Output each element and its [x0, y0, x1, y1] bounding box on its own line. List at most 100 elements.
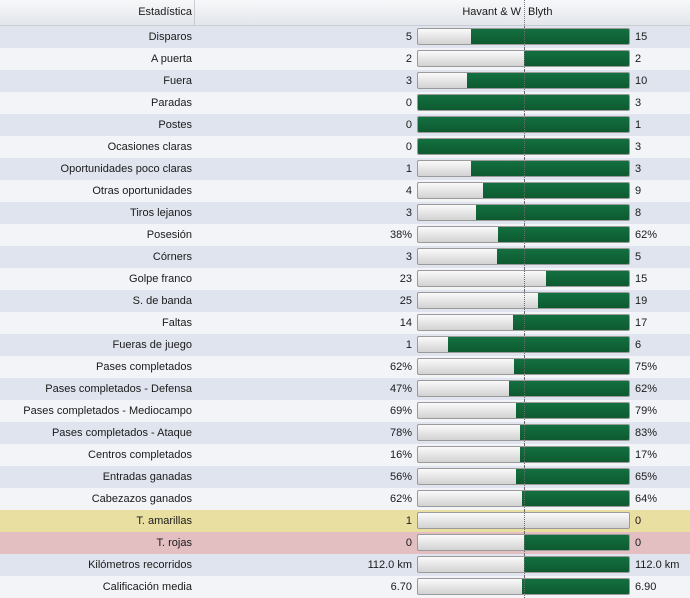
away-share-fill	[513, 359, 629, 374]
center-divider	[524, 202, 525, 224]
stat-label: Disparos	[148, 31, 192, 43]
center-divider	[524, 576, 525, 598]
away-value: 15	[635, 31, 648, 43]
away-value: 8	[635, 207, 642, 219]
stat-row: Tiros lejanos 3 8	[0, 202, 690, 224]
away-share-fill	[498, 227, 629, 242]
home-value: 2	[405, 53, 412, 65]
stat-column-header[interactable]: Estadística	[0, 0, 195, 25]
stat-row: Postes 0 1	[0, 114, 690, 136]
home-value: 1	[405, 339, 412, 351]
home-team-header[interactable]: Havant & W	[462, 6, 521, 18]
stat-row: T. rojas 0 0	[0, 532, 690, 554]
stat-label: Entradas ganadas	[102, 471, 192, 483]
away-share-fill	[466, 73, 629, 88]
comparison-bar	[417, 138, 630, 155]
home-value: 0	[405, 537, 412, 549]
stat-label: A puerta	[151, 53, 192, 65]
stat-label: Oportunidades poco claras	[60, 163, 192, 175]
comparison-bar	[417, 204, 630, 221]
away-share-fill	[520, 447, 629, 462]
comparison-bar	[417, 402, 630, 419]
comparison-bar	[417, 468, 630, 485]
away-value: 3	[635, 141, 642, 153]
stat-row: A puerta 2 2	[0, 48, 690, 70]
stat-label: Pases completados - Defensa	[45, 383, 192, 395]
stat-row: Córners 3 5	[0, 246, 690, 268]
center-divider	[524, 510, 525, 532]
away-share-fill	[470, 161, 629, 176]
stat-label: T. amarillas	[136, 515, 192, 527]
home-value: 56%	[389, 471, 412, 483]
stat-row: Fuera 3 10	[0, 70, 690, 92]
away-share-fill	[537, 293, 629, 308]
away-value: 17%	[635, 449, 658, 461]
stat-label: Cabezazos ganados	[91, 493, 192, 505]
away-share-fill	[470, 29, 629, 44]
away-value: 0	[635, 515, 642, 527]
comparison-bar	[417, 358, 630, 375]
center-divider	[524, 422, 525, 444]
stat-row: Golpe franco 23 15	[0, 268, 690, 290]
center-divider	[524, 180, 525, 202]
stat-row: Posesión 38% 62%	[0, 224, 690, 246]
home-value: 69%	[389, 405, 412, 417]
stat-row: Cabezazos ganados 62% 64%	[0, 488, 690, 510]
stat-row: Kilómetros recorridos 112.0 km 112.0 km	[0, 554, 690, 576]
away-value: 83%	[635, 427, 658, 439]
stat-row: Oportunidades poco claras 1 3	[0, 158, 690, 180]
comparison-bar	[417, 424, 630, 441]
away-share-fill	[513, 315, 629, 330]
stat-label: Fueras de juego	[112, 339, 193, 351]
away-value: 6	[635, 339, 642, 351]
away-share-fill	[516, 403, 629, 418]
stat-row: Pases completados - Ataque 78% 83%	[0, 422, 690, 444]
away-share-fill	[475, 205, 629, 220]
away-share-fill	[523, 51, 629, 66]
stat-label: Pases completados - Mediocampo	[23, 405, 192, 417]
away-value: 64%	[635, 493, 658, 505]
away-share-fill	[545, 271, 629, 286]
away-share-fill	[523, 535, 629, 550]
home-value: 78%	[389, 427, 412, 439]
header-divider	[524, 0, 525, 25]
stat-label: Golpe franco	[129, 273, 192, 285]
away-team-header[interactable]: Blyth	[528, 6, 553, 18]
stat-row: T. amarillas 1 0	[0, 510, 690, 532]
comparison-bar	[417, 336, 630, 353]
stat-row: S. de banda 25 19	[0, 290, 690, 312]
away-value: 2	[635, 53, 642, 65]
away-value: 10	[635, 75, 648, 87]
comparison-bar	[417, 160, 630, 177]
away-value: 5	[635, 251, 642, 263]
stat-row: Entradas ganadas 56% 65%	[0, 466, 690, 488]
comparison-bar	[417, 446, 630, 463]
comparison-bar	[417, 292, 630, 309]
center-divider	[524, 466, 525, 488]
center-divider	[524, 312, 525, 334]
away-value: 112.0 km	[635, 559, 680, 571]
comparison-bar	[417, 182, 630, 199]
home-value: 0	[405, 119, 412, 131]
comparison-bar	[417, 380, 630, 397]
home-value: 112.0 km	[367, 559, 412, 571]
center-divider	[524, 136, 525, 158]
comparison-bar	[417, 512, 630, 529]
home-value: 47%	[389, 383, 412, 395]
stat-label: Faltas	[162, 317, 192, 329]
home-value: 16%	[389, 449, 412, 461]
home-value: 25	[399, 295, 412, 307]
away-value: 17	[635, 317, 648, 329]
center-divider	[524, 532, 525, 554]
center-divider	[524, 378, 525, 400]
stats-header: Estadística Havant & W Blyth	[0, 0, 690, 26]
away-value: 65%	[635, 471, 658, 483]
center-divider	[524, 444, 525, 466]
home-value: 3	[405, 207, 412, 219]
stat-row: Centros completados 16% 17%	[0, 444, 690, 466]
center-divider	[524, 400, 525, 422]
stat-row: Pases completados - Mediocampo 69% 79%	[0, 400, 690, 422]
stat-label: Centros completados	[88, 449, 192, 461]
stat-label: Posesión	[146, 229, 192, 241]
away-value: 15	[635, 273, 648, 285]
